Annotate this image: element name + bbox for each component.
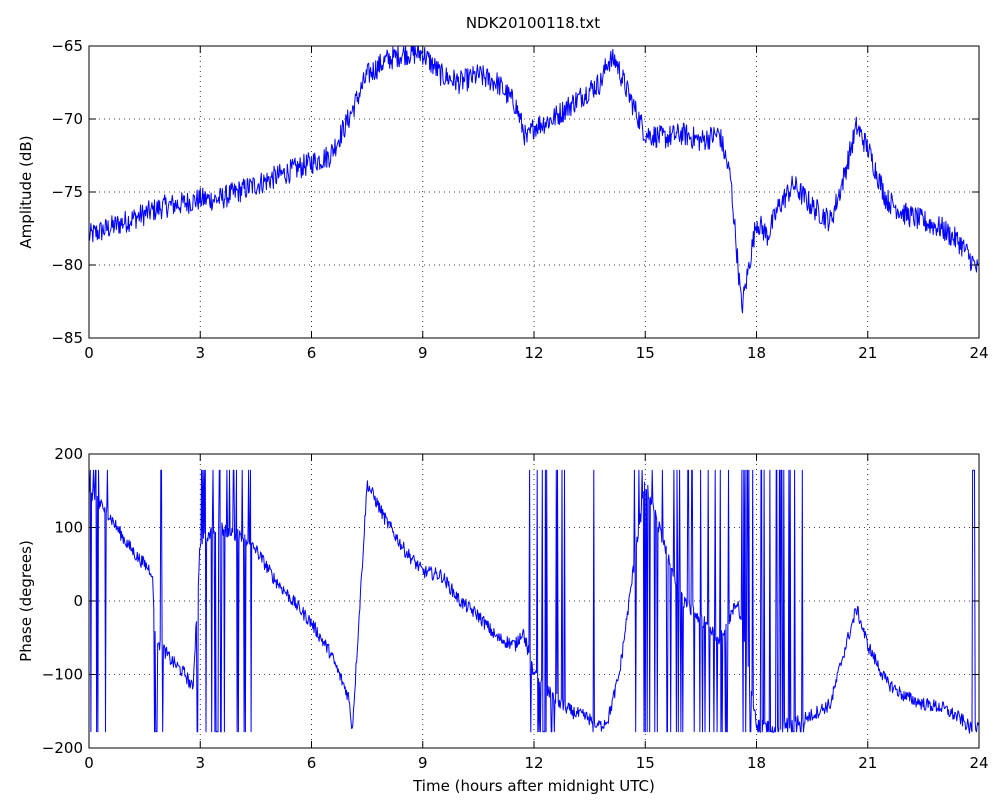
amplitude-y-axis-label: Amplitude (dB)	[17, 135, 35, 248]
amplitude-x-tick-label: 9	[418, 344, 428, 362]
amplitude-y-tick-label: −65	[51, 37, 83, 55]
amplitude-x-tick-label: 21	[858, 344, 877, 362]
amplitude-x-tick-label: 15	[636, 344, 655, 362]
amplitude-x-tick-label: 18	[747, 344, 766, 362]
phase-x-tick-label: 15	[636, 754, 655, 772]
amplitude-x-tick-label: 24	[969, 344, 988, 362]
phase-series-line	[88, 469, 980, 734]
amplitude-y-tick-label: −85	[51, 329, 83, 347]
phase-y-tick-label: 100	[54, 519, 83, 537]
amplitude-x-tick-label: 0	[84, 344, 94, 362]
phase-x-tick-label: 24	[969, 754, 988, 772]
phase-y-axis-label: Phase (degrees)	[17, 540, 35, 662]
phase-y-tick-label: −100	[42, 666, 83, 684]
phase-x-axis-label: Time (hours after midnight UTC)	[412, 777, 655, 795]
amplitude-plot: NDK20100118.txt 0 3 6 9 12 15 18 21 24 −85 −80 −75 −…	[17, 14, 989, 362]
phase-y-tick-label: 200	[54, 445, 83, 463]
phase-x-tick-label: 18	[747, 754, 766, 772]
phase-plot: 0 3 6 9 12 15 18 21 24 −200 −100 0 100 200 Phase (deg…	[17, 445, 989, 795]
phase-y-tick-label: −200	[42, 739, 83, 757]
amplitude-x-tick-label: 12	[524, 344, 543, 362]
amplitude-x-tick-label: 3	[195, 344, 205, 362]
amplitude-x-tick-label: 6	[307, 344, 317, 362]
phase-x-tick-label: 21	[858, 754, 877, 772]
amplitude-y-tick-label: −80	[51, 256, 83, 274]
phase-x-tick-label: 3	[195, 754, 205, 772]
phase-x-tick-label: 0	[84, 754, 94, 772]
amplitude-y-tick-label: −70	[51, 110, 83, 128]
amplitude-series-line	[88, 45, 980, 314]
phase-y-tick-label: 0	[73, 592, 83, 610]
phase-x-tick-label: 12	[524, 754, 543, 772]
phase-x-tick-label: 6	[307, 754, 317, 772]
amplitude-y-tick-label: −75	[51, 183, 83, 201]
phase-x-tick-label: 9	[418, 754, 428, 772]
chart-title: NDK20100118.txt	[466, 14, 600, 32]
